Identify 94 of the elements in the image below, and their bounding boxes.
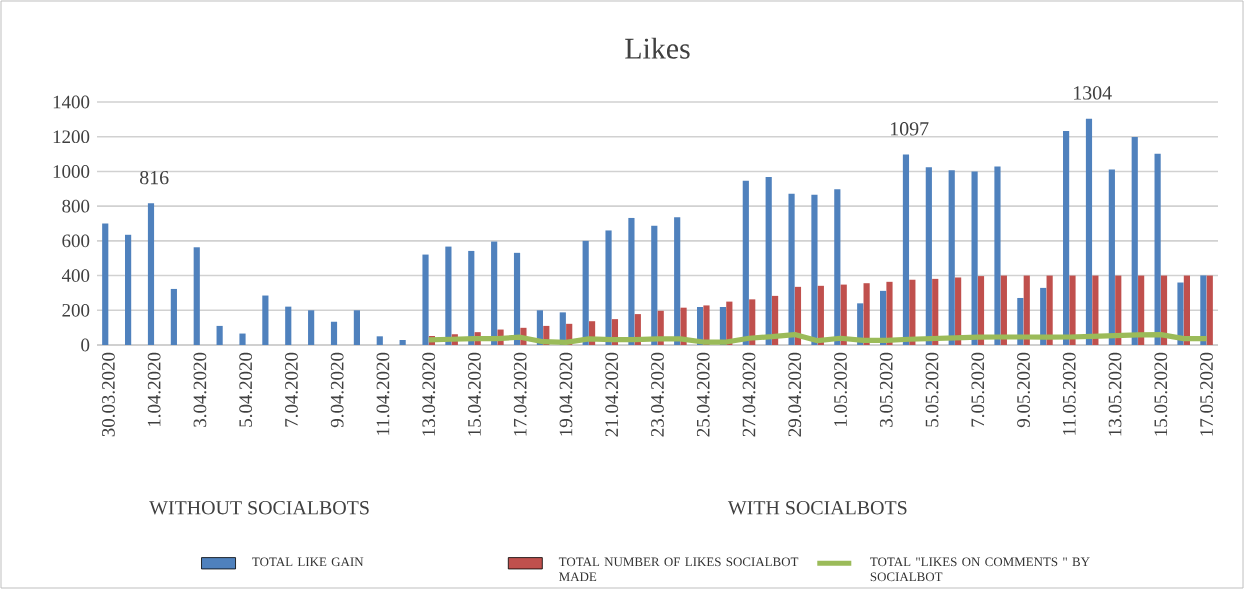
bar [1200, 275, 1207, 345]
x-tick-label: 13.04.2020 [422, 352, 436, 436]
x-tick-label: 15.04.2020 [468, 352, 481, 436]
x-tick-label: 17.04.2020 [513, 352, 527, 436]
bar [1115, 275, 1122, 345]
legend-label: TOTAL NUMBER OF LIKES SOCIALBOT MADE [558, 557, 799, 582]
legend-label: TOTAL LIKE GAIN [252, 557, 364, 567]
bar [948, 170, 955, 345]
bar [239, 333, 246, 345]
bar [353, 310, 360, 345]
bar [1183, 275, 1190, 345]
bar [886, 281, 893, 345]
bar [193, 247, 200, 345]
y-tick-label: 600 [62, 234, 90, 248]
x-tick-label: 1.05.2020 [834, 352, 847, 427]
y-tick-label: 800 [62, 199, 90, 213]
bar [1085, 118, 1093, 345]
legend-label: TOTAL "LIKES ON COMMENTS " BY SOCIALBOT [870, 557, 1090, 582]
x-tick-label: 27.04.2020 [742, 352, 756, 437]
bar [765, 176, 772, 345]
bar [674, 217, 681, 345]
bar [1046, 275, 1053, 345]
x-tick-label: 25.04.2020 [696, 352, 710, 437]
bar [216, 325, 223, 345]
bar [1177, 282, 1184, 345]
bar [605, 230, 612, 345]
bar [925, 167, 932, 345]
text: WITHOUT SOCIALBOTS [149, 501, 369, 515]
bar [376, 336, 383, 345]
bar [955, 277, 962, 345]
x-tick-label: 17.05.2020 [1200, 352, 1214, 436]
bar [651, 225, 658, 345]
y-tick-label: 1400 [53, 95, 90, 109]
bar [170, 288, 177, 345]
bar [977, 276, 985, 345]
bar [399, 339, 406, 345]
bar [422, 254, 429, 345]
bar [125, 234, 132, 345]
bar [102, 223, 109, 345]
bar [902, 154, 910, 345]
x-tick-label: 29.04.2020 [788, 352, 802, 437]
data-label: 1304 [1074, 86, 1112, 100]
bar [308, 310, 315, 345]
x-tick-label: 11.05.2020 [1062, 352, 1076, 435]
bar [811, 194, 818, 345]
x-tick-label: 5.05.2020 [925, 352, 939, 427]
y-tick-label: 0 [81, 338, 90, 352]
bar [628, 217, 635, 345]
bar [445, 246, 452, 345]
bar [1131, 137, 1138, 345]
bar [1092, 275, 1099, 345]
x-tick-label: 9.04.2020 [330, 352, 344, 428]
bar [1108, 169, 1115, 345]
bar [491, 241, 498, 345]
y-tick-label: 1000 [53, 165, 90, 178]
bar [285, 306, 292, 345]
x-tick-label: 1.04.2020 [147, 352, 161, 427]
bar [994, 166, 1001, 345]
bar [863, 283, 870, 345]
bar [971, 171, 978, 345]
bar [742, 180, 749, 345]
bar [582, 240, 589, 345]
x-tick-label: 15.05.2020 [1154, 352, 1168, 436]
x-tick-label: 13.05.2020 [1108, 352, 1122, 436]
x-tick-label: 21.04.2020 [605, 352, 619, 437]
x-tick-label: 7.04.2020 [285, 352, 298, 427]
bar [1154, 153, 1161, 345]
bar [932, 278, 939, 345]
x-tick-label: 9.05.2020 [1017, 352, 1030, 428]
bar [788, 193, 795, 345]
bar [513, 252, 521, 345]
bar [1206, 275, 1213, 345]
chart-title: Likes [625, 37, 690, 59]
y-tick-label: 200 [62, 303, 90, 317]
bar [834, 189, 841, 345]
x-tick-label: 3.05.2020 [879, 352, 893, 427]
bar [262, 295, 269, 345]
x-tick-label: 5.04.2020 [239, 352, 253, 427]
y-tick-label: 400 [61, 269, 90, 282]
x-tick-label: 7.05.2020 [971, 352, 985, 427]
bar [1069, 275, 1076, 345]
data-label: 816 [140, 170, 169, 185]
bar [147, 203, 155, 345]
x-tick-label: 19.04.2020 [559, 352, 573, 436]
x-tick-label: 23.04.2020 [651, 352, 664, 437]
bar [330, 321, 338, 345]
x-tick-label: 30.03.2020 [102, 352, 115, 437]
bar [468, 250, 475, 345]
text: WITH SOCIALBOTS [727, 501, 907, 515]
y-tick-label: 1200 [53, 130, 90, 144]
x-tick-label: 3.04.2020 [193, 352, 207, 427]
data-label: 1097 [890, 122, 929, 136]
x-tick-label: 11.04.2020 [376, 352, 390, 435]
bar [1063, 130, 1070, 345]
